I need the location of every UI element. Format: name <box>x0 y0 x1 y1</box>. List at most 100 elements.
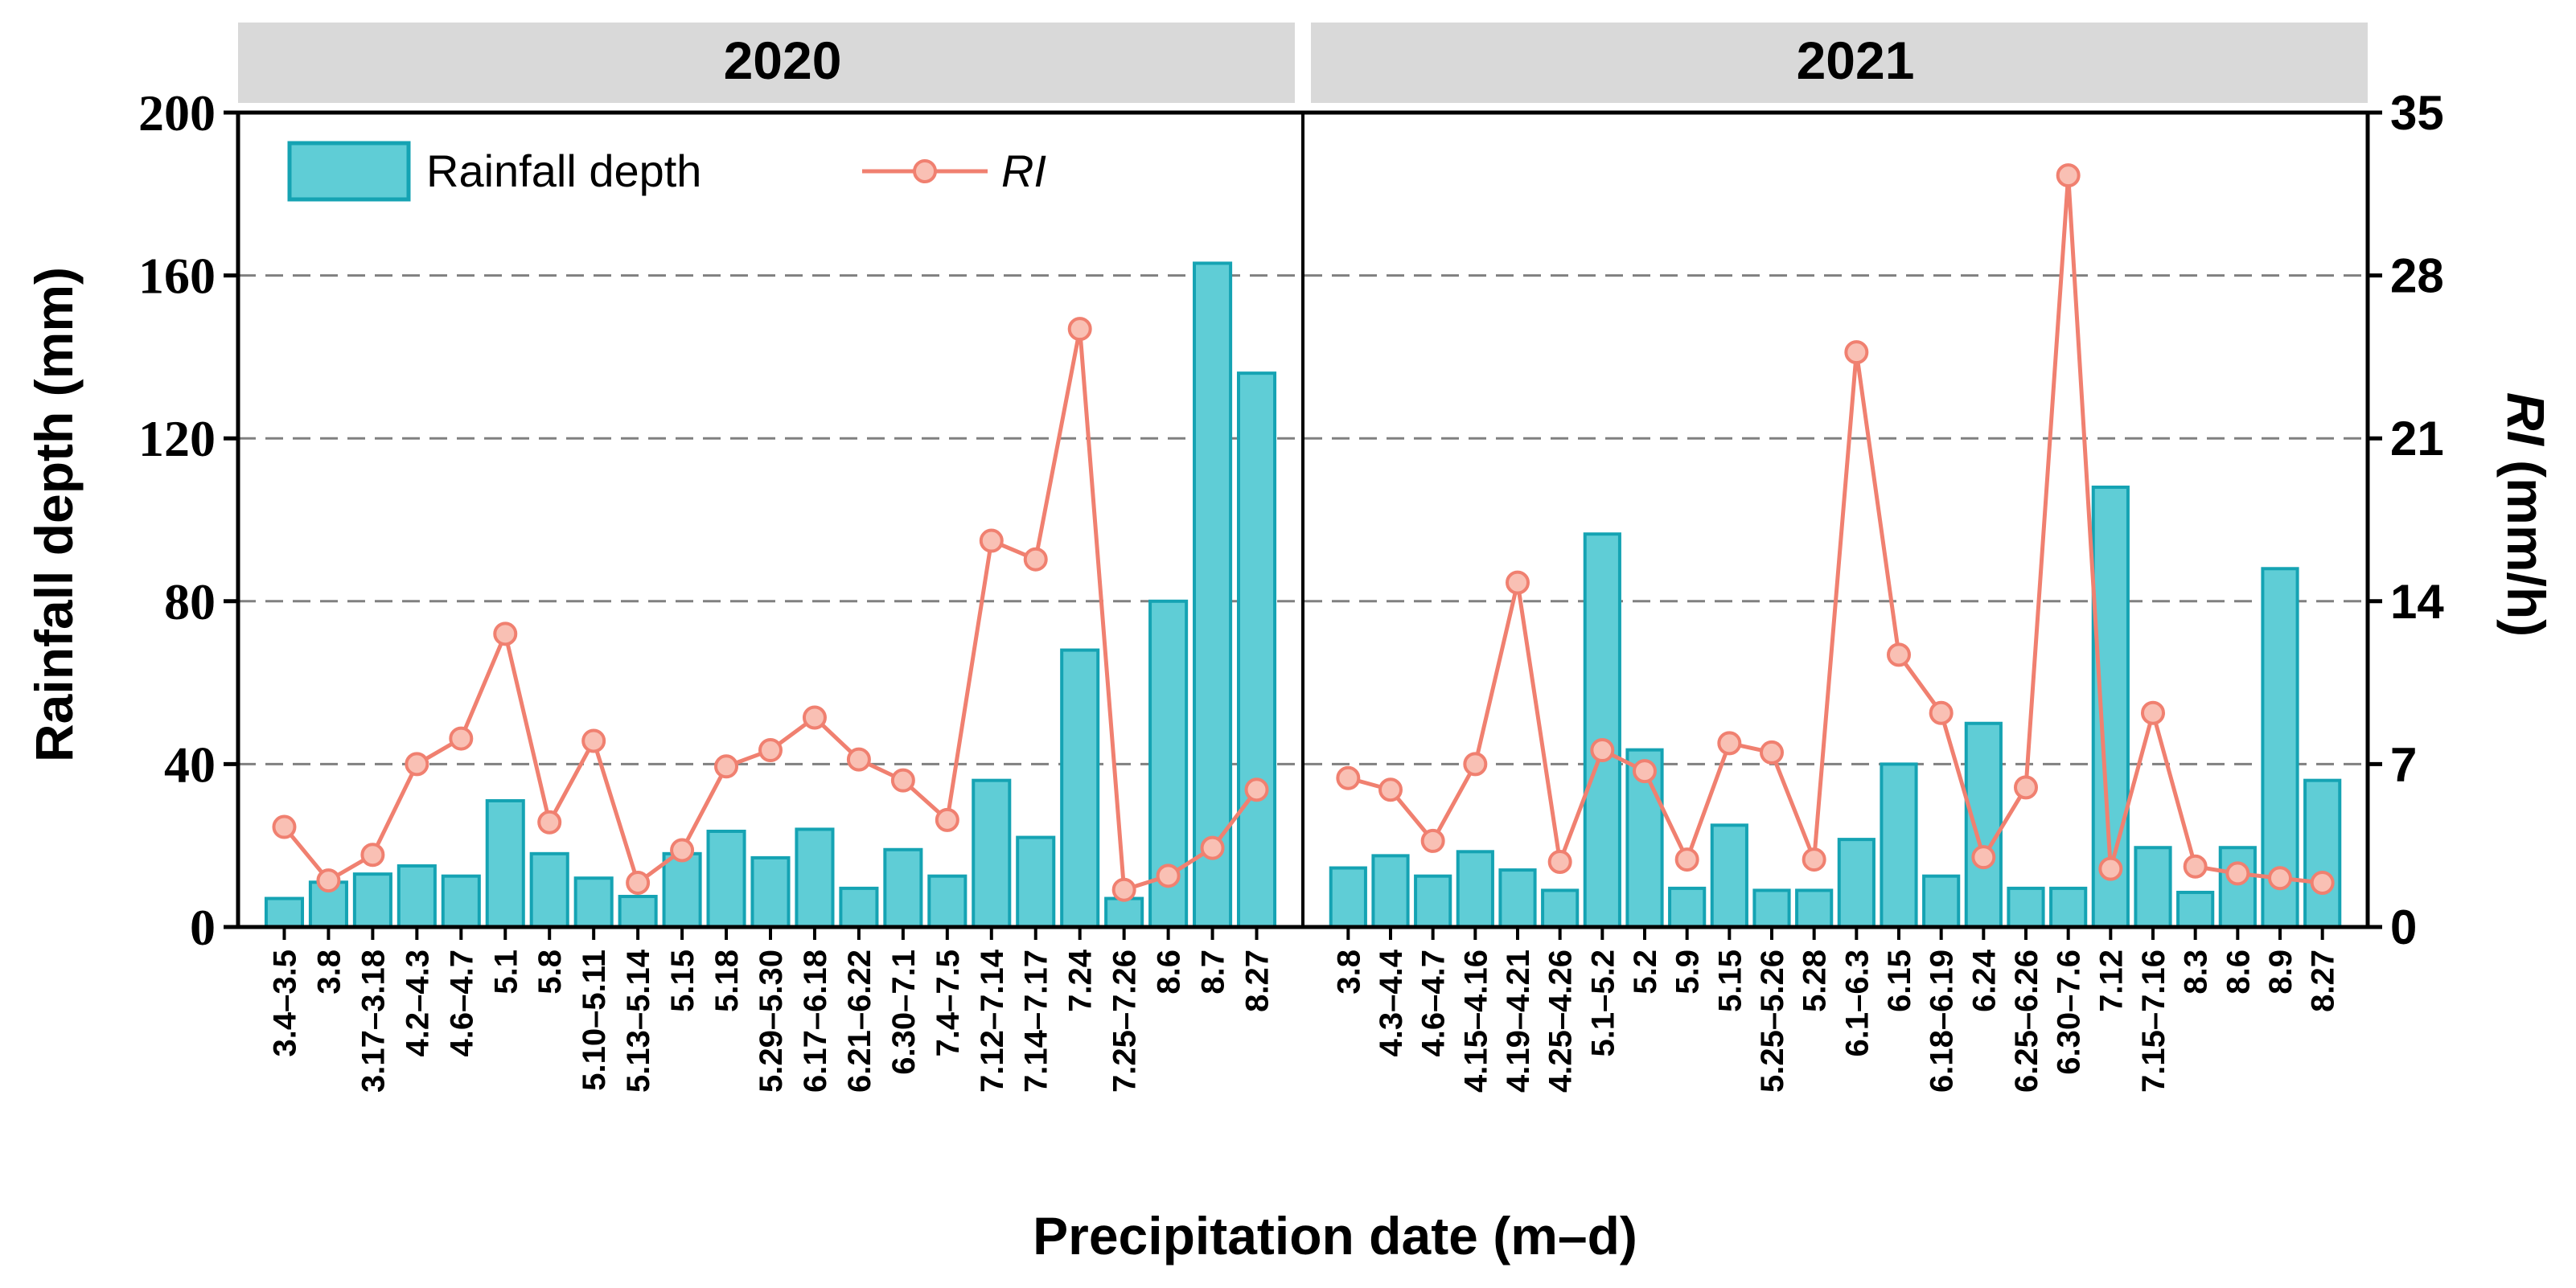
ri-point-2021-1 <box>1378 777 1403 802</box>
x-axis-ticks: 3.4–3.5 3.8 3.17–3.18 4.2–4.3 4.6–4.7 5.1 5.8 5… <box>267 927 2341 1093</box>
ri-point-2021-18 <box>2098 856 2123 881</box>
y-left-tick-label-0: 0 <box>190 899 216 956</box>
x-tick-label-2021-15: 6.24 <box>1966 949 2002 1012</box>
ri-point-2020-20 <box>1156 863 1181 888</box>
ri-point-2021-9 <box>1717 731 1742 756</box>
x-tick-label-2021-0: 3.8 <box>1331 950 1366 995</box>
ri-point-2021-11 <box>1802 847 1826 872</box>
ri-point-2020-0 <box>272 814 297 839</box>
x-tick-label-2020-10: 5.18 <box>709 950 745 1012</box>
ri-point-2020-6 <box>537 810 562 835</box>
x-tick-label-2020-19: 7.25–7.26 <box>1107 950 1143 1093</box>
strip-2020-bg <box>238 23 1295 103</box>
y-axis-right-title: RI (mm/h) <box>2496 392 2556 637</box>
bar-2021-3 <box>1456 850 1494 929</box>
ri-point-2020-16 <box>979 528 1004 553</box>
legend-bar-label: Rainfall depth <box>426 146 701 196</box>
x-tick-label-2020-14: 6.30–7.1 <box>886 950 922 1075</box>
bar-2020-16 <box>972 778 1012 929</box>
y-left-tick-label-160: 160 <box>138 248 216 305</box>
x-tick-label-2021-11: 5.28 <box>1797 950 1833 1012</box>
ri-lines <box>272 163 2335 902</box>
x-tick-label-2021-10: 5.25–5.26 <box>1755 950 1790 1093</box>
y-axis-left-title: Rainfall depth (mm) <box>24 267 84 762</box>
bar-2020-22 <box>1236 371 1277 929</box>
x-tick-label-2020-17: 7.14–7.17 <box>1019 950 1054 1093</box>
ri-point-2020-11 <box>758 738 783 763</box>
ri-point-2020-21 <box>1200 835 1225 860</box>
ri-point-2021-12 <box>1844 340 1869 365</box>
y-right-tick-label-7: 7 <box>2390 737 2417 791</box>
bar-2021-1 <box>1371 854 1410 929</box>
bar-2020-3 <box>396 864 437 929</box>
ri-point-2021-3 <box>1463 752 1488 777</box>
x-tick-label-2020-12: 6.17–6.18 <box>798 950 833 1093</box>
ri-point-2020-2 <box>360 843 385 868</box>
bar-2020-4 <box>441 874 481 929</box>
x-tick-label-2021-5: 4.25–4.26 <box>1543 950 1579 1093</box>
y-right-tick-label-0: 0 <box>2390 900 2417 954</box>
bar-2020-6 <box>529 851 569 929</box>
y-right-tick-label-14: 14 <box>2390 575 2444 629</box>
bar-2021-11 <box>1795 888 1834 929</box>
y-left-tick-label-80: 80 <box>164 573 216 630</box>
x-tick-label-2021-13: 6.15 <box>1882 950 1917 1012</box>
bar-2020-9 <box>662 851 702 929</box>
ri-point-2020-17 <box>1023 547 1048 572</box>
ri-point-2020-3 <box>405 752 429 777</box>
strip-2021-bg <box>1311 23 2368 103</box>
bar-2021-19 <box>2134 846 2172 929</box>
bar-2020-18 <box>1060 648 1100 929</box>
ri-point-2021-8 <box>1674 847 1699 872</box>
legend-line-label: RI <box>1001 146 1046 196</box>
ri-point-2020-5 <box>493 621 518 646</box>
ri-point-2020-18 <box>1067 317 1092 342</box>
bar-2021-13 <box>1880 762 1918 929</box>
legend-line-marker <box>913 159 937 183</box>
x-tick-label-2020-21: 8.7 <box>1196 950 1231 995</box>
x-tick-label-2021-21: 8.6 <box>2221 950 2256 995</box>
x-tick-label-2021-7: 5.2 <box>1628 950 1663 995</box>
legend-bar-swatch <box>287 141 411 202</box>
ri-point-2021-2 <box>1420 828 1445 853</box>
x-tick-label-2021-2: 4.6–4.7 <box>1416 950 1452 1056</box>
x-tick-label-2021-8: 5.9 <box>1670 950 1706 995</box>
ri-line-2021 <box>1347 173 2323 885</box>
bar-2020-7 <box>573 876 614 929</box>
bar-2021-6 <box>1583 532 1621 929</box>
bar-2021-23 <box>2303 778 2342 929</box>
bars <box>264 261 2342 929</box>
x-tick-label-2020-11: 5.29–5.30 <box>754 950 789 1093</box>
x-tick-label-2020-0: 3.4–3.5 <box>267 950 302 1056</box>
y-left-tick-label-200: 200 <box>138 84 216 142</box>
ri-point-2020-14 <box>890 768 915 793</box>
bar-2021-9 <box>1710 823 1748 929</box>
ri-point-2020-9 <box>670 838 695 863</box>
y-right-tick-label-21: 21 <box>2390 412 2444 466</box>
x-tick-label-2021-17: 6.30–7.6 <box>2052 950 2087 1075</box>
ri-point-2020-19 <box>1111 877 1136 902</box>
bar-2020-2 <box>352 872 392 929</box>
bar-2021-21 <box>2218 846 2257 929</box>
x-tick-label-2020-2: 3.17–3.18 <box>355 950 391 1093</box>
y-right-tick-label-35: 35 <box>2390 86 2444 140</box>
ri-point-2020-7 <box>581 728 606 753</box>
bar-2020-15 <box>927 874 968 929</box>
ri-point-2021-6 <box>1590 738 1615 763</box>
ri-point-2021-10 <box>1760 740 1784 765</box>
ri-point-2021-19 <box>2141 700 2165 725</box>
strip-2020-label: 2020 <box>724 31 842 90</box>
x-tick-label-2020-9: 5.15 <box>665 950 700 1012</box>
x-tick-label-2021-3: 4.15–4.16 <box>1458 950 1493 1093</box>
ri-point-2020-10 <box>714 754 739 779</box>
x-tick-label-2021-9: 5.15 <box>1712 950 1748 1012</box>
ri-point-2021-22 <box>2268 866 2292 891</box>
bar-2020-11 <box>750 855 791 929</box>
legend: Rainfall depth RI <box>287 141 1046 202</box>
x-tick-label-2020-5: 5.1 <box>488 950 524 995</box>
x-tick-label-2020-13: 6.21–6.22 <box>842 950 877 1093</box>
ri-point-2020-22 <box>1244 777 1269 802</box>
bar-2020-0 <box>264 896 305 929</box>
bar-2020-13 <box>839 886 879 929</box>
x-tick-label-2020-18: 7.24 <box>1063 949 1099 1012</box>
